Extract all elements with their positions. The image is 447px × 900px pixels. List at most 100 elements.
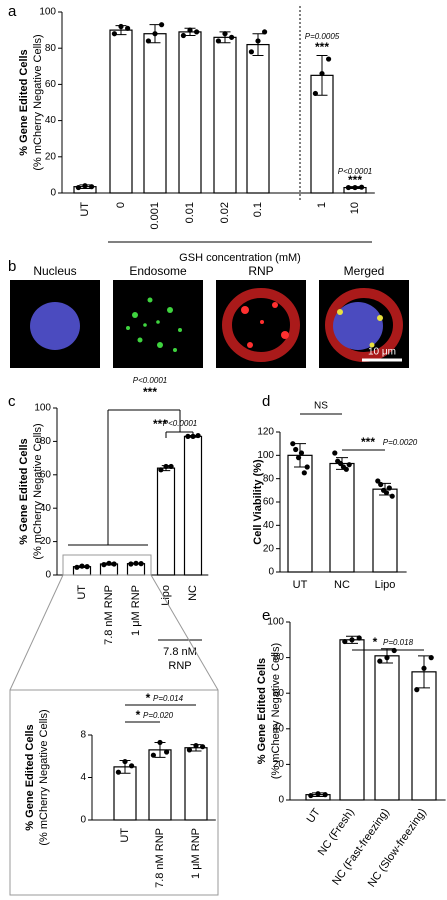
data-point bbox=[384, 655, 390, 661]
x-tick-label: 7.8 nM RNP bbox=[154, 828, 166, 888]
x-tick-label: 1 μM RNP bbox=[190, 828, 202, 879]
data-point bbox=[145, 38, 151, 44]
error-bar bbox=[294, 443, 306, 468]
y-tick-label: 0 bbox=[80, 815, 86, 826]
x-tick-label: 0.01 bbox=[184, 202, 196, 223]
data-point bbox=[319, 70, 325, 77]
y-tick-label: 40 bbox=[263, 520, 275, 531]
x-tick-label: 1 μM RNP bbox=[130, 585, 142, 636]
data-point bbox=[193, 743, 199, 749]
zoom-box bbox=[62, 554, 152, 576]
inset-frame bbox=[9, 689, 219, 896]
data-point bbox=[293, 446, 299, 453]
annotation: NS bbox=[314, 401, 328, 412]
data-point bbox=[255, 38, 261, 44]
bar bbox=[156, 467, 176, 576]
data-point bbox=[389, 493, 395, 499]
annotation: *** bbox=[315, 40, 329, 54]
data-point bbox=[383, 490, 390, 496]
data-point bbox=[84, 564, 90, 570]
x-tick-label: UT bbox=[305, 806, 323, 825]
data-point bbox=[200, 744, 206, 750]
annotation: *** bbox=[348, 173, 362, 187]
data-point bbox=[222, 31, 228, 37]
group-label: RNP bbox=[168, 660, 191, 672]
data-point bbox=[168, 463, 174, 470]
bar bbox=[329, 462, 355, 573]
y-tick-label: 20 bbox=[40, 536, 52, 547]
bar bbox=[143, 33, 167, 194]
x-tick-label: 1 bbox=[316, 202, 328, 208]
data-point bbox=[352, 184, 358, 191]
x-tick-label: Lipo bbox=[160, 585, 172, 606]
bracket bbox=[9, 574, 64, 691]
data-point bbox=[359, 184, 365, 190]
data-point bbox=[157, 739, 163, 746]
y-tick-label: 4 bbox=[80, 772, 86, 783]
bar bbox=[109, 29, 133, 194]
y-tick-label: 100 bbox=[39, 7, 56, 18]
data-point bbox=[164, 749, 170, 755]
annotation: P=0.0005 bbox=[305, 32, 340, 41]
x-tick-label: UT bbox=[293, 579, 308, 591]
data-point bbox=[428, 655, 434, 661]
data-point bbox=[377, 658, 383, 664]
panel-letter: c bbox=[8, 393, 16, 410]
data-point bbox=[301, 470, 307, 476]
data-point bbox=[150, 752, 156, 758]
y-axis-subtitle: (% mCherry Negative Cells) bbox=[38, 709, 50, 845]
x-tick-label: 0.1 bbox=[252, 202, 264, 217]
y-tick-label: 80 bbox=[273, 652, 285, 663]
y-axis-title: % Gene Edited Cells bbox=[24, 724, 36, 830]
y-axis-subtitle: (% mCherry Negative Cells) bbox=[32, 423, 44, 559]
bracket bbox=[150, 574, 219, 691]
data-point bbox=[332, 450, 338, 456]
x-tick-label: NC bbox=[334, 579, 350, 591]
data-point bbox=[133, 560, 139, 566]
bar bbox=[372, 488, 398, 573]
image-label: Nucleus bbox=[33, 264, 76, 278]
data-point bbox=[378, 481, 384, 488]
panel-letter: b bbox=[8, 258, 16, 275]
data-point bbox=[304, 464, 310, 470]
bar bbox=[246, 43, 270, 194]
scale-bar-label: 10 μm bbox=[368, 347, 396, 358]
x-tick-label: 0.001 bbox=[149, 202, 161, 230]
data-point bbox=[128, 561, 134, 567]
y-tick-label: 80 bbox=[45, 43, 57, 54]
y-tick-label: 20 bbox=[263, 543, 275, 554]
y-tick-label: 20 bbox=[273, 759, 285, 770]
panel-letter: d bbox=[262, 393, 270, 410]
x-tick-label: 7.8 nM RNP bbox=[103, 585, 115, 645]
data-point bbox=[215, 38, 221, 44]
data-point bbox=[375, 478, 381, 484]
data-point bbox=[138, 561, 144, 567]
data-point bbox=[308, 792, 314, 799]
data-point bbox=[356, 635, 362, 641]
data-point bbox=[342, 638, 348, 645]
x-tick-label: 0 bbox=[115, 202, 127, 208]
data-point bbox=[326, 56, 332, 62]
data-point bbox=[74, 564, 80, 570]
data-point bbox=[414, 687, 420, 693]
y-axis-subtitle: (% mCherry Negative Cells) bbox=[270, 643, 282, 779]
y-tick-label: 20 bbox=[45, 151, 57, 162]
annotation: P<0.0001 bbox=[338, 167, 372, 176]
annotation: P<0.0001 bbox=[133, 376, 167, 385]
data-point bbox=[346, 462, 352, 468]
data-point bbox=[159, 22, 165, 28]
panel-letter: e bbox=[262, 607, 270, 624]
data-point bbox=[295, 455, 302, 461]
y-axis-title: % Gene Edited Cells bbox=[256, 658, 268, 764]
data-point bbox=[349, 637, 355, 643]
y-tick-label: 100 bbox=[267, 617, 284, 628]
group-label: 7.8 nM bbox=[163, 646, 197, 658]
bar bbox=[213, 36, 237, 194]
y-axis-subtitle: (% mCherry Negative Cells) bbox=[32, 34, 44, 170]
data-point bbox=[343, 466, 349, 472]
data-point bbox=[421, 665, 427, 671]
y-tick-label: 0 bbox=[50, 188, 56, 199]
data-point bbox=[180, 32, 186, 39]
data-point bbox=[345, 184, 351, 191]
data-point bbox=[79, 563, 85, 569]
